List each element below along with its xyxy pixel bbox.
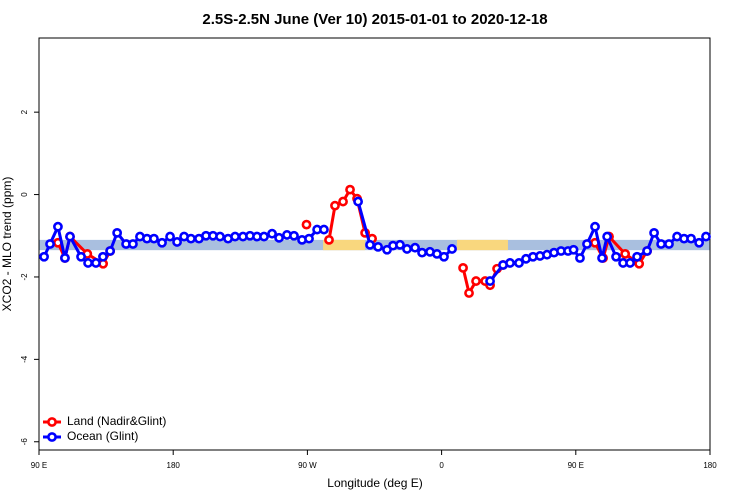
point bbox=[505, 258, 515, 268]
point bbox=[694, 237, 705, 248]
point bbox=[230, 231, 240, 242]
point bbox=[464, 288, 474, 298]
point bbox=[417, 247, 427, 258]
point bbox=[128, 239, 138, 249]
x-tick-label: 90 W bbox=[298, 461, 317, 470]
y-tick-label: 2 bbox=[20, 109, 29, 114]
x-tick-label: 90 E bbox=[31, 461, 47, 470]
point bbox=[701, 231, 711, 242]
point bbox=[632, 251, 642, 262]
point bbox=[39, 251, 49, 262]
point bbox=[575, 253, 585, 263]
x-tick-label: 90 E bbox=[568, 461, 584, 470]
point bbox=[274, 232, 284, 243]
legend-label: Ocean (Glint) bbox=[67, 429, 138, 443]
legend-label: Land (Nadir&Glint) bbox=[67, 414, 166, 428]
point bbox=[172, 237, 182, 247]
point bbox=[319, 224, 329, 235]
point bbox=[91, 258, 101, 268]
point bbox=[625, 258, 635, 268]
point bbox=[165, 231, 175, 242]
y-tick-label: -2 bbox=[20, 273, 29, 281]
point bbox=[345, 184, 355, 195]
plot-frame bbox=[38, 37, 711, 451]
point bbox=[259, 231, 269, 242]
chart-title: 2.5S-2.5N June (Ver 10) 2015-01-01 to 20… bbox=[202, 11, 547, 28]
point bbox=[485, 276, 495, 286]
point bbox=[65, 231, 75, 242]
point bbox=[60, 253, 70, 263]
point bbox=[353, 196, 363, 207]
x-axis-label: Longitude (deg E) bbox=[327, 476, 422, 490]
legend-marker bbox=[47, 417, 57, 427]
y-axis-label: XCO2 - MLO trend (ppm) bbox=[0, 177, 14, 312]
point bbox=[149, 233, 159, 244]
point bbox=[301, 219, 312, 230]
point bbox=[602, 231, 613, 242]
point bbox=[330, 200, 340, 211]
point bbox=[45, 239, 55, 249]
x-tick-label: 180 bbox=[167, 461, 181, 470]
point bbox=[157, 237, 167, 248]
y-tick-label: -6 bbox=[20, 438, 29, 446]
point bbox=[471, 276, 481, 286]
point bbox=[458, 262, 468, 273]
point bbox=[215, 231, 225, 242]
point bbox=[289, 230, 299, 241]
y-tick-label: 0 bbox=[20, 192, 29, 197]
point bbox=[186, 233, 196, 244]
point bbox=[304, 233, 314, 244]
point bbox=[98, 251, 108, 262]
highlight bbox=[456, 239, 508, 251]
point bbox=[642, 246, 652, 256]
point bbox=[656, 239, 666, 249]
point bbox=[53, 221, 63, 232]
point bbox=[365, 239, 375, 250]
point bbox=[105, 246, 116, 256]
point bbox=[514, 258, 524, 268]
point bbox=[267, 228, 277, 239]
x-tick-label: 0 bbox=[439, 461, 444, 470]
point bbox=[568, 244, 579, 255]
point bbox=[447, 244, 457, 254]
point bbox=[338, 196, 348, 207]
point bbox=[112, 227, 123, 238]
legend-marker bbox=[47, 432, 57, 442]
point bbox=[83, 258, 93, 268]
point bbox=[439, 251, 449, 262]
point bbox=[611, 251, 621, 262]
point bbox=[664, 239, 674, 249]
point bbox=[597, 253, 607, 263]
x-tick-label: 180 bbox=[703, 461, 717, 470]
point bbox=[686, 233, 696, 244]
highlight bbox=[323, 239, 365, 251]
point bbox=[620, 248, 631, 259]
point bbox=[395, 239, 405, 250]
point bbox=[76, 251, 86, 262]
point bbox=[402, 244, 412, 254]
point bbox=[373, 241, 383, 252]
y-tick-label: -4 bbox=[20, 355, 29, 363]
point bbox=[590, 221, 600, 232]
point bbox=[649, 227, 659, 238]
point bbox=[582, 239, 592, 249]
point bbox=[324, 234, 334, 245]
point bbox=[410, 242, 420, 253]
